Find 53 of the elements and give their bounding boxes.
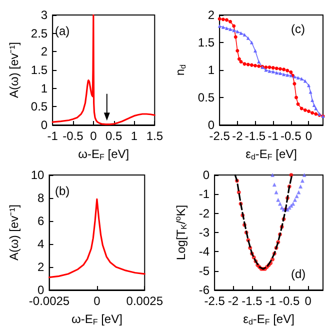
x-tick-label: -2 [228, 294, 239, 308]
y-tick-label: 0 [202, 168, 210, 182]
x-tick-label: 1.5 [146, 129, 164, 143]
x-tick-label: -1 [265, 294, 276, 308]
annotation: (c) [291, 22, 305, 36]
x-tick-label: -1 [268, 129, 279, 143]
y-axis-title: Log[TK/oK] [174, 204, 188, 260]
y-tick-label: 2.5 [30, 26, 48, 40]
x-tick-label: -2.5 [204, 294, 226, 308]
y-tick-label: 2 [40, 44, 48, 59]
y-axis-title: nd [173, 64, 188, 76]
y-axis-title: A(ω) [ev⁻¹] [7, 204, 21, 261]
y-tick-label: -2 [198, 206, 210, 220]
x-tick-label: -2.5 [209, 129, 230, 143]
x-tick-label: 0 [94, 294, 101, 308]
x-tick-label: -0.5 [280, 129, 302, 143]
y-tick-label: 6 [38, 214, 45, 228]
y-tick-label: -6 [198, 283, 210, 297]
y-tick-label: 2 [38, 260, 45, 274]
x-tick-label: 0 [90, 129, 98, 143]
y-tick-label: 1.5 [30, 63, 48, 77]
annotation: (d) [291, 267, 306, 281]
annotation: (a) [55, 24, 70, 38]
y-tick-label: -3 [198, 226, 210, 240]
y-tick-label: 3 [40, 8, 48, 22]
y-tick-label: 0 [40, 118, 48, 132]
y-tick-label: 0 [208, 118, 215, 132]
y-tick-label: 1 [40, 81, 48, 96]
y-tick-label: 0.5 [198, 90, 215, 104]
y-tick-label: -5 [198, 264, 210, 278]
x-tick-label: 0 [304, 294, 312, 308]
y-axis-title: A(ω) [ev⁻¹] [7, 42, 21, 98]
y-tick-label: 10 [30, 168, 45, 182]
y-tick-label: -1 [198, 187, 210, 202]
y-tick-label: 2 [208, 8, 215, 22]
y-tick-label: 0.5 [30, 100, 48, 114]
x-tick-label: 0.0025 [126, 294, 164, 308]
y-tick-label: 8 [38, 191, 45, 205]
x-tick-label: -0.5 [62, 129, 84, 143]
y-tick-label: -4 [198, 244, 210, 259]
annotation: (b) [55, 184, 70, 198]
x-tick-label: -2 [232, 129, 244, 143]
x-tick-label: -0.5 [279, 294, 300, 308]
x-tick-label: -0.0025 [28, 294, 70, 308]
y-tick-label: 0 [38, 283, 45, 297]
x-tick-label: 1 [130, 129, 138, 143]
x-tick-label: -1.5 [242, 294, 263, 308]
x-tick-label: -1.5 [244, 129, 266, 143]
y-tick-label: 4 [38, 237, 45, 251]
x-tick-label: 0.5 [105, 129, 122, 143]
y-tick-label: 1 [208, 63, 215, 77]
x-tick-label: 0 [305, 129, 312, 143]
y-tick-label: 1.5 [198, 36, 215, 50]
